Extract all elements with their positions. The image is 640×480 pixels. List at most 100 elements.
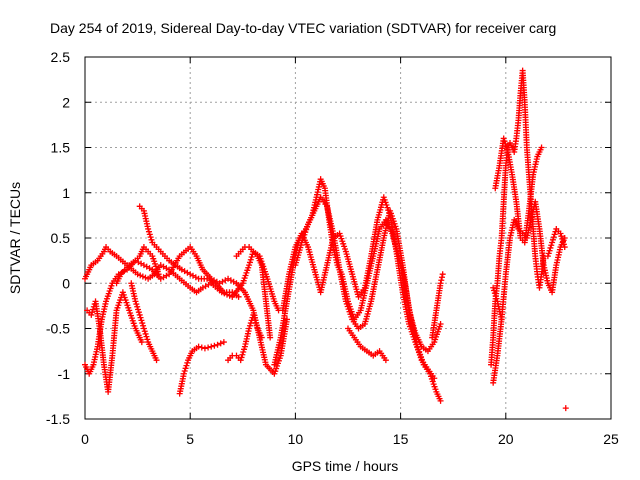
data-point: [538, 144, 545, 151]
data-point-interp: [253, 322, 260, 329]
data-point-interp: [147, 234, 154, 241]
data-point: [155, 271, 162, 278]
data-point-interp: [549, 236, 556, 243]
data-point-interp: [205, 344, 212, 351]
data-point: [153, 357, 160, 364]
data-point: [138, 339, 145, 346]
data-point-interp: [438, 274, 445, 281]
data-point: [201, 345, 208, 352]
grid: [85, 57, 611, 419]
data-point-interp: [251, 314, 258, 321]
data-point-interp: [89, 306, 96, 313]
data-point-interp: [545, 250, 552, 257]
y-tick-label: 2: [62, 94, 70, 110]
x-axis-label: GPS time / hours: [292, 458, 399, 474]
data-point: [500, 135, 507, 142]
data-point: [145, 225, 152, 232]
data-point: [88, 311, 95, 318]
data-point: [498, 316, 505, 323]
data-point-interp: [246, 259, 253, 266]
data-point-interp: [141, 328, 148, 335]
data-point-interp: [138, 317, 145, 324]
data-point-interp: [146, 231, 153, 238]
axis-ticks: [84, 56, 612, 420]
data-point: [561, 244, 568, 251]
data-point-interp: [491, 287, 498, 294]
data-point: [437, 280, 444, 287]
data-point-interp: [241, 346, 248, 353]
data-point: [250, 311, 257, 318]
y-axis-label: SDTVAR / TECUs: [7, 182, 23, 294]
data-point-interp: [502, 140, 509, 147]
data-point-interp: [252, 317, 259, 324]
data-point-interp: [142, 330, 149, 337]
data-point-interp: [558, 233, 565, 240]
data-point: [180, 370, 187, 377]
y-tick-label: 1.5: [51, 140, 71, 156]
data-point-interp: [550, 234, 557, 241]
y-tick-label: 0: [62, 275, 70, 291]
data-point-interp: [252, 320, 259, 327]
data-point-interp: [546, 247, 553, 254]
data-point: [437, 320, 444, 327]
data-point-interp: [247, 320, 254, 327]
data-point: [246, 325, 253, 332]
x-tick-labels: 0 5 10 15 20 25: [81, 431, 619, 447]
data-point-interp: [198, 344, 205, 351]
data-point-interp: [248, 254, 255, 261]
data-point: [258, 334, 265, 341]
data-point-interp: [184, 359, 191, 366]
data-point-interp: [246, 322, 253, 329]
data-point-interp: [181, 368, 188, 375]
data-point: [140, 325, 147, 332]
data-point: [431, 375, 438, 382]
data-point-interp: [182, 365, 189, 372]
data-point-interp: [89, 309, 96, 316]
data-point-interp: [137, 314, 144, 321]
x-tick-label: 20: [498, 431, 514, 447]
data-point-interp: [504, 146, 511, 153]
data-points: [82, 67, 569, 412]
data-point: [132, 298, 139, 305]
y-tick-label: -1.5: [46, 411, 70, 427]
data-point-interp: [548, 242, 555, 249]
y-tick-labels: -1.5 -1 -0.5 0 0.5 1 1.5 2 2.5: [46, 49, 70, 427]
data-point-interp: [134, 303, 141, 310]
y-tick-label: 1: [62, 185, 70, 201]
x-tick-label: 25: [603, 431, 619, 447]
data-point-interp: [183, 362, 190, 369]
data-point-interp: [240, 349, 247, 356]
data-point-interp: [211, 342, 218, 349]
x-tick-label: 0: [81, 431, 89, 447]
data-point-interp: [135, 309, 142, 316]
data-point: [557, 230, 564, 237]
data-point-interp: [144, 336, 151, 343]
x-tick-label: 5: [186, 431, 194, 447]
data-point-interp: [135, 306, 142, 313]
data-point-interp: [140, 322, 147, 329]
data-point-interp: [491, 290, 498, 297]
data-point: [220, 339, 227, 346]
data-point-interp: [559, 235, 566, 242]
y-tick-label: -0.5: [46, 321, 70, 337]
data-point: [382, 357, 389, 364]
x-tick-label: 10: [288, 431, 304, 447]
data-point: [490, 284, 497, 291]
data-point-interp: [247, 256, 254, 263]
data-point-interp: [217, 340, 224, 347]
data-point-interp: [145, 228, 152, 235]
data-point-interp: [492, 292, 499, 299]
x-tick-label: 15: [393, 431, 409, 447]
data-point: [136, 311, 143, 318]
data-point-interp: [438, 277, 445, 284]
data-point: [439, 271, 446, 278]
data-point-interp: [493, 295, 500, 302]
data-point: [549, 239, 556, 246]
data-point-interp: [238, 354, 245, 361]
data-point-interp: [133, 301, 140, 308]
data-point-interp: [501, 138, 508, 145]
data-point-interp: [143, 333, 150, 340]
data-point: [195, 343, 202, 350]
data-point: [437, 397, 444, 404]
